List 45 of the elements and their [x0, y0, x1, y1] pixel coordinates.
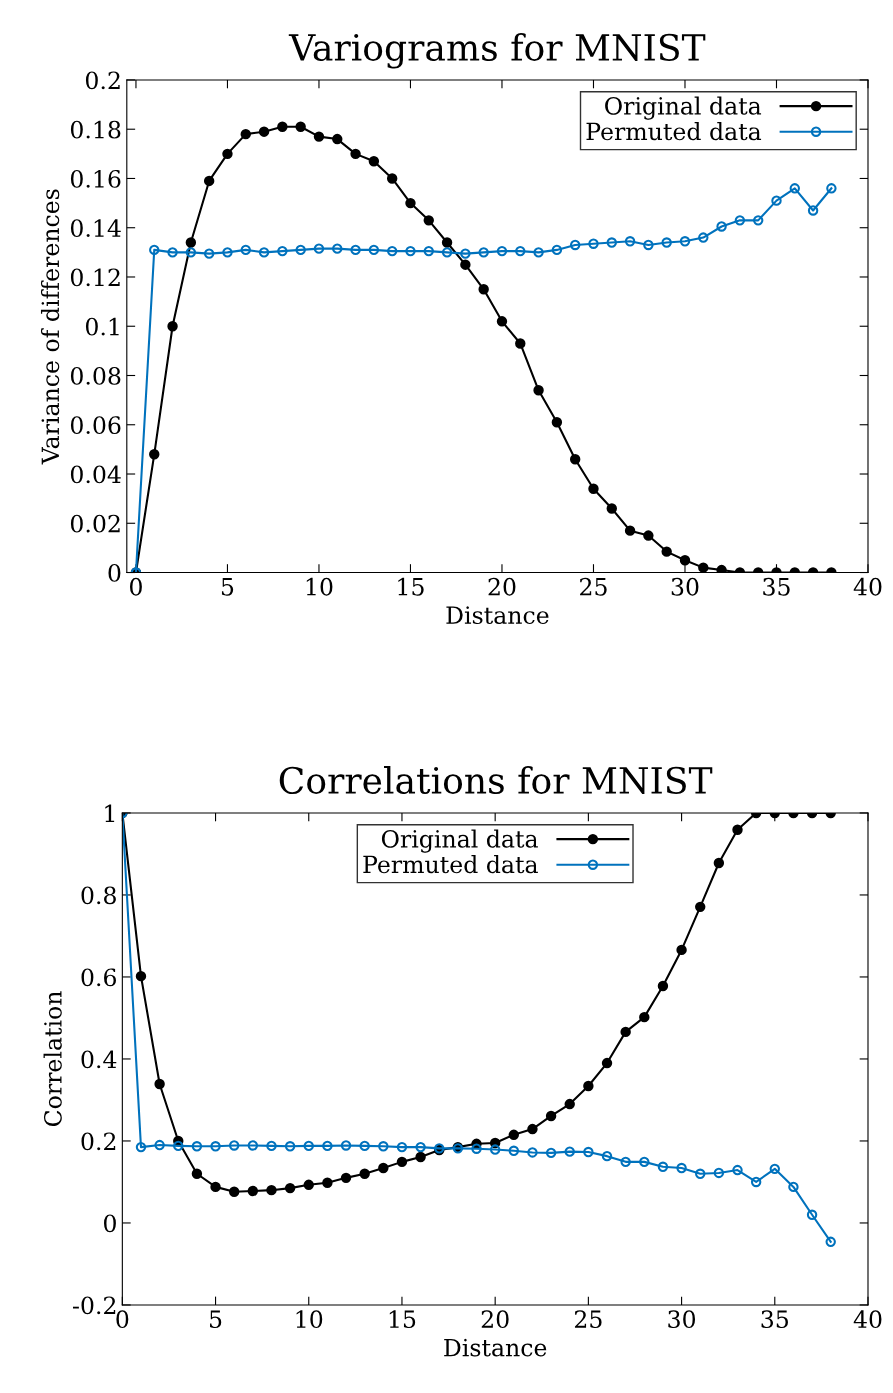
y-tick-label: 0.14: [70, 219, 121, 238]
legend-label: Permuted data: [363, 855, 538, 874]
y-tick-label: 1: [105, 804, 115, 822]
y-tick-label: 0.8: [81, 886, 116, 905]
y-tick-label: 0.18: [70, 120, 121, 139]
y-tick-label: 0.04: [70, 465, 121, 484]
y-tick-label: 0: [104, 1214, 116, 1233]
chart-title: Correlations for MNIST: [279, 766, 713, 795]
x-tick-label: 35: [761, 1310, 788, 1329]
x-tick-label: 40: [853, 577, 882, 596]
x-tick-label: 35: [763, 577, 790, 596]
y-tick-label: 0.6: [81, 968, 116, 987]
y-tick-label: 0.1: [85, 317, 119, 336]
y-tick-label: 0.06: [70, 416, 121, 435]
x-tick-label: 5: [210, 1310, 222, 1329]
x-axis-title: Distance: [446, 606, 549, 625]
y-axis-title: Correlation: [43, 991, 62, 1127]
chart-title: Variograms for MNIST: [288, 33, 706, 69]
x-tick-label: 0: [130, 577, 142, 596]
x-tick-label: 20: [481, 1310, 509, 1329]
legend-label: Original data: [605, 96, 762, 120]
x-tick-label: 10: [296, 1310, 323, 1329]
legend-label: Permuted data: [586, 122, 762, 141]
x-tick-label: 40: [853, 1310, 882, 1329]
x-tick-label: 10: [306, 577, 333, 596]
y-tick-label: 0.02: [70, 514, 120, 533]
x-tick-label: 30: [671, 577, 699, 596]
legend-label: Original data: [381, 829, 538, 853]
y-tick-label: 0.16: [70, 169, 121, 188]
y-tick-label: 0.12: [70, 268, 120, 287]
x-tick-label: 15: [398, 577, 424, 596]
y-axis-title: Variance of differences: [40, 189, 60, 465]
y-tick-label: 0.08: [70, 366, 121, 385]
x-tick-label: 30: [668, 1310, 696, 1329]
y-tick-label: 0.4: [81, 1050, 117, 1069]
x-tick-label: 15: [389, 1310, 416, 1329]
y-tick-label: -0.2: [72, 1296, 116, 1315]
x-tick-label: 25: [574, 1310, 602, 1329]
x-tick-label: 20: [488, 577, 516, 596]
x-axis-title: Distance: [444, 1338, 547, 1357]
x-tick-label: 5: [221, 578, 234, 596]
x-tick-label: 25: [580, 577, 607, 596]
y-tick-label: 0.2: [85, 71, 120, 90]
y-tick-label: 0.2: [81, 1132, 116, 1151]
y-tick-label: 0: [108, 563, 121, 582]
